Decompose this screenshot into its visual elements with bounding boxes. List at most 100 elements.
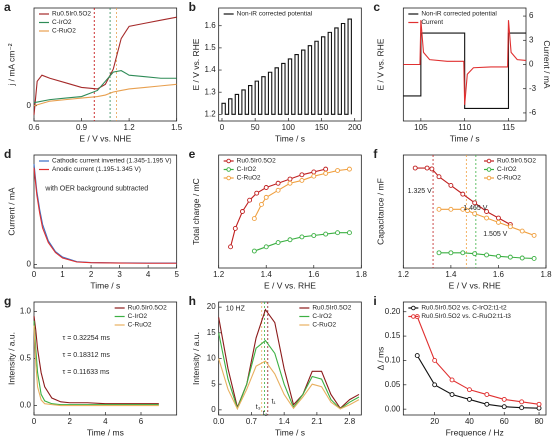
series-line bbox=[221, 18, 352, 115]
x-tick-label: 0.6 bbox=[28, 123, 40, 132]
annotation: τ = 0.18312 ms bbox=[63, 352, 111, 359]
legend-marker bbox=[486, 167, 492, 172]
legend-marker bbox=[411, 305, 416, 311]
x-axis-label: Time / s bbox=[90, 280, 120, 290]
y-axis-label: E / V vs. RHE bbox=[376, 38, 386, 90]
data-point bbox=[519, 255, 525, 261]
legend-label: C-IrO2 bbox=[128, 313, 148, 320]
legend-label: Anodic current (1.195-1.345 V) bbox=[52, 166, 141, 173]
data-point bbox=[414, 353, 420, 359]
data-point bbox=[531, 232, 537, 238]
y-tick-label: 0.00 bbox=[385, 404, 401, 413]
data-point bbox=[448, 250, 454, 256]
x-tick-label: 115 bbox=[502, 123, 515, 132]
series-line bbox=[253, 168, 350, 219]
y-tick-label: 1.5 bbox=[205, 43, 217, 52]
y2-tick-label: -3 bbox=[529, 84, 537, 93]
y-tick-label: 0 bbox=[27, 259, 32, 268]
y-axis-label: Capacitance / mF bbox=[376, 178, 386, 245]
data-point bbox=[436, 206, 442, 212]
x-tick-label: 0.9 bbox=[76, 123, 88, 132]
data-point bbox=[287, 176, 293, 182]
x-tick-label: 1.6 bbox=[493, 270, 505, 279]
legend-label: Current bbox=[421, 19, 443, 26]
x-tick-label: 150 bbox=[315, 123, 329, 132]
legend-label: C-RuO2 bbox=[312, 322, 336, 329]
data-point bbox=[232, 225, 238, 231]
data-point bbox=[323, 170, 329, 176]
legend-label: C-IrO2 bbox=[237, 166, 257, 173]
data-point bbox=[429, 166, 435, 172]
legend-label: C-IrO2 bbox=[312, 313, 332, 320]
x-axis-label: Time / s bbox=[275, 133, 305, 143]
legend-label: Ru0.5Ir0.5O2 bbox=[497, 158, 536, 165]
x-tick-label: 4 bbox=[146, 270, 151, 279]
x-tick-label: 1.2 bbox=[398, 270, 410, 279]
x-tick-label: 1.8 bbox=[540, 270, 552, 279]
legend-label: Ru0.5Ir0.5O2 bbox=[237, 158, 276, 165]
y2-tick-label: 0 bbox=[529, 60, 534, 69]
annotation: t₂ bbox=[263, 411, 268, 418]
legend-label: Cathodic current inverted (1.345-1.195 V… bbox=[52, 158, 172, 165]
data-point bbox=[449, 392, 455, 397]
series-line bbox=[33, 316, 159, 405]
x-tick-label: 40 bbox=[465, 417, 474, 426]
legend-label: C-RuO2 bbox=[237, 175, 261, 182]
data-point bbox=[263, 185, 269, 190]
x-tick-label: 1.2 bbox=[124, 123, 136, 132]
annotation: with OER background subtracted bbox=[44, 186, 148, 193]
x-tick-label: 1.4 bbox=[445, 270, 457, 279]
data-point bbox=[495, 253, 501, 259]
x-tick-label: 1.2 bbox=[213, 270, 225, 279]
x-tick-label: 0.0 bbox=[213, 417, 225, 426]
panel-letter: f bbox=[373, 147, 378, 161]
x-tick-label: 110 bbox=[458, 123, 471, 132]
annotation: t₁ bbox=[271, 398, 276, 405]
x-axis-label: Frequence / Hz bbox=[446, 427, 504, 437]
series-line bbox=[33, 167, 177, 264]
legend-label: C-RuO2 bbox=[128, 322, 152, 329]
x-tick-label: 20 bbox=[430, 417, 439, 426]
plot-frame bbox=[218, 7, 362, 122]
y-tick-label: 1.2 bbox=[205, 109, 217, 118]
data-point bbox=[275, 187, 281, 193]
x-tick-label: 4 bbox=[103, 417, 108, 426]
data-point bbox=[311, 169, 317, 175]
data-point bbox=[466, 396, 472, 402]
x-tick-label: 1.8 bbox=[356, 270, 368, 279]
data-point bbox=[449, 377, 455, 383]
data-point bbox=[484, 252, 490, 258]
plot-frame bbox=[402, 301, 547, 416]
series-line bbox=[33, 164, 177, 264]
data-point bbox=[323, 166, 329, 172]
data-point bbox=[460, 191, 466, 197]
y-axis-label: Intensity / a.u. bbox=[6, 332, 16, 385]
x-tick-label: 5 bbox=[174, 270, 179, 279]
data-point bbox=[311, 173, 317, 179]
data-point bbox=[335, 168, 341, 173]
series-line bbox=[33, 83, 177, 107]
x-tick-label: 2.8 bbox=[344, 417, 356, 426]
y-axis-label: Total charge / mC bbox=[191, 178, 201, 245]
y-tick-label: 15 bbox=[207, 328, 216, 337]
series-line bbox=[33, 320, 159, 406]
series-line bbox=[439, 208, 535, 236]
legend-label: Ru0.5Ir0.5O2 vs. C-IrO2:t1-t2 bbox=[421, 305, 507, 312]
data-point bbox=[507, 224, 513, 230]
y-tick-label: 0.5 bbox=[20, 354, 32, 363]
data-point bbox=[436, 174, 442, 180]
data-point bbox=[495, 219, 501, 225]
data-point bbox=[323, 231, 329, 237]
x-tick-label: 60 bbox=[500, 417, 509, 426]
data-point bbox=[259, 201, 264, 207]
panel-letter: e bbox=[189, 147, 196, 161]
data-point bbox=[275, 240, 281, 246]
data-point bbox=[484, 401, 490, 407]
y-tick-label: 1.4 bbox=[205, 65, 217, 74]
series-line bbox=[218, 358, 360, 411]
legend-label: Ru0.5Ir0.5O2 bbox=[52, 11, 91, 18]
series-line bbox=[218, 332, 360, 410]
plot-frame bbox=[33, 7, 178, 122]
panel-letter: c bbox=[373, 0, 380, 14]
x-tick-label: 0 bbox=[220, 123, 225, 132]
